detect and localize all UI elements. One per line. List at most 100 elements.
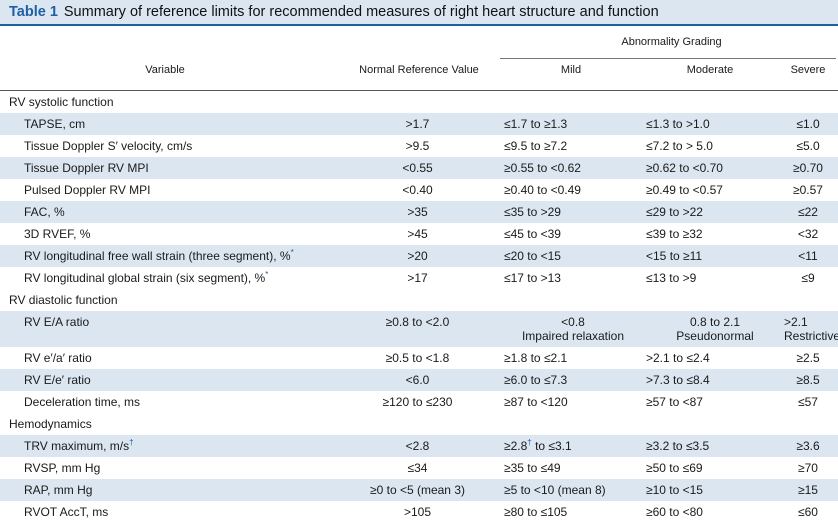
cell-mild: ≤35 to >29	[504, 205, 561, 219]
moderate-label: Pseudonormal	[676, 329, 754, 343]
cell-normal: >105	[403, 505, 432, 519]
footnote-marker: *	[265, 270, 269, 279]
table-title-bar: Table 1 Summary of reference limits for …	[0, 0, 838, 26]
moderate-value: 0.8 to 2.1	[689, 315, 741, 329]
cell-variable: RV E/e′ ratio	[24, 373, 91, 387]
mild-value-rest: to ≤3.1	[531, 439, 572, 453]
cell-normal: >35	[407, 205, 428, 219]
cell-severe: ≥8.5	[796, 373, 820, 387]
cell-normal: <0.40	[402, 183, 433, 197]
cell-moderate: ≤7.2 to > 5.0	[646, 139, 713, 153]
cell-mild: ≤9.5 to ≥7.2	[504, 139, 568, 153]
cell-normal: ≥0.5 to <1.8	[385, 351, 450, 365]
cell-variable: RVSP, mm Hg	[24, 461, 101, 475]
variable-text: RV longitudinal free wall strain (three …	[24, 249, 291, 263]
table-row: RVOT AccT, ms >105 ≥80 to ≤105 ≥60 to <8…	[0, 501, 838, 523]
cell-mild: ≥0.40 to <0.49	[504, 183, 581, 197]
table-row: RV e′/a′ ratio ≥0.5 to <1.8 ≥1.8 to ≤2.1…	[0, 347, 838, 369]
cell-severe: ≤60	[798, 505, 818, 519]
cell-moderate: <15 to ≥11	[646, 249, 703, 263]
cell-variable: Pulsed Doppler RV MPI	[24, 183, 151, 197]
cell-variable: RV longitudinal free wall strain (three …	[24, 248, 294, 264]
cell-moderate: >2.1 to ≤2.4	[646, 351, 710, 365]
header-variable: Variable	[145, 64, 185, 76]
cell-moderate: 0.8 to 2.1 Pseudonormal	[642, 315, 784, 343]
cell-severe: ≥0.57	[793, 183, 823, 197]
cell-variable: RVOT AccT, ms	[24, 505, 109, 519]
cell-variable: RV E/A ratio	[24, 315, 90, 329]
cell-variable: FAC, %	[24, 205, 65, 219]
cell-moderate: ≥57 to <87	[646, 395, 703, 409]
header-normal-reference: Normal Reference Value	[359, 64, 479, 76]
cell-variable: RV longitudinal global strain (six segme…	[24, 270, 269, 286]
table-row: RV longitudinal free wall strain (three …	[0, 245, 838, 267]
cell-severe: <32	[797, 227, 819, 241]
severe-label: Restrictive	[784, 329, 838, 343]
variable-text: RV longitudinal global strain (six segme…	[24, 271, 266, 285]
cell-normal: ≥120 to ≤230	[382, 395, 453, 409]
cell-mild: ≤17 to >13	[504, 271, 561, 285]
table-header: Variable Normal Reference Value Abnormal…	[0, 26, 838, 91]
mild-value: ≥2.8	[504, 439, 528, 453]
cell-normal: <2.8	[405, 439, 430, 453]
cell-mild: ≥87 to <120	[504, 395, 568, 409]
cell-mild: ≤45 to <39	[504, 227, 561, 241]
table-row: RAP, mm Hg ≥0 to <5 (mean 3) ≥5 to <10 (…	[0, 479, 838, 501]
cell-mild: ≥5 to <10 (mean 8)	[504, 483, 606, 497]
footnote-marker: *	[290, 248, 294, 257]
cell-variable: Tissue Doppler RV MPI	[24, 161, 149, 175]
cell-moderate: ≤1.3 to >1.0	[646, 117, 710, 131]
cell-normal: ≥0 to <5 (mean 3)	[370, 483, 465, 497]
cell-moderate: ≥10 to <15	[646, 483, 703, 497]
cell-severe: ≤1.0	[796, 117, 820, 131]
table-row: RV longitudinal global strain (six segme…	[0, 267, 838, 289]
cell-severe: ≥2.5	[796, 351, 820, 365]
cell-mild: ≥0.55 to <0.62	[504, 161, 581, 175]
table-row: RVSP, mm Hg ≤34 ≥35 to ≤49 ≥50 to ≤69 ≥7…	[0, 457, 838, 479]
table-row: Deceleration time, ms ≥120 to ≤230 ≥87 t…	[0, 391, 838, 413]
section-hemodynamics: Hemodynamics	[0, 413, 838, 435]
cell-severe: ≥70	[798, 461, 818, 475]
cell-severe: ≥15	[798, 483, 818, 497]
cell-variable: RV e′/a′ ratio	[24, 351, 92, 365]
cell-normal: >20	[407, 249, 428, 263]
section-title: RV systolic function	[9, 95, 114, 109]
table-row: Tissue Doppler S′ velocity, cm/s >9.5 ≤9…	[0, 135, 838, 157]
cell-normal: ≤34	[407, 461, 428, 475]
cell-severe: ≤57	[798, 395, 818, 409]
cell-moderate: >7.3 to ≤8.4	[646, 373, 710, 387]
cell-variable: 3D RVEF, %	[24, 227, 91, 241]
cell-variable: RAP, mm Hg	[24, 483, 93, 497]
footnote-marker: †	[527, 438, 532, 447]
section-title: RV diastolic function	[9, 293, 118, 307]
cell-normal: ≥0.8 to <2.0	[385, 315, 450, 329]
cell-normal: >9.5	[405, 139, 430, 153]
cell-moderate: ≥0.49 to <0.57	[646, 183, 723, 197]
cell-mild: ≥6.0 to ≤7.3	[504, 373, 568, 387]
cell-variable: TRV maximum, m/s†	[24, 438, 134, 454]
table-row: FAC, % >35 ≤35 to >29 ≤29 to >22 ≤22	[0, 201, 838, 223]
cell-mild: ≥2.8† to ≤3.1	[502, 438, 642, 454]
cell-moderate: ≥3.2 to ≤3.5	[646, 439, 710, 453]
table-row: 3D RVEF, % >45 ≤45 to <39 ≤39 to ≥32 <32	[0, 223, 838, 245]
cell-moderate: ≥50 to ≤69	[646, 461, 703, 475]
variable-text: TRV maximum, m/s	[24, 439, 130, 453]
cell-mild: ≥35 to ≤49	[504, 461, 561, 475]
footnote-marker: †	[129, 438, 134, 447]
header-moderate: Moderate	[686, 64, 734, 76]
cell-mild: ≥80 to ≤105	[504, 505, 568, 519]
table-number: Table 1	[9, 4, 58, 20]
cell-variable: Tissue Doppler S′ velocity, cm/s	[24, 139, 193, 153]
cell-normal: >1.7	[405, 117, 430, 131]
cell-severe: ≤9	[801, 271, 815, 285]
cell-variable: TAPSE, cm	[24, 117, 86, 131]
header-group-rule	[500, 58, 836, 59]
cell-moderate: ≥0.62 to <0.70	[646, 161, 723, 175]
cell-moderate: ≤13 to >9	[646, 271, 697, 285]
cell-normal: <6.0	[405, 373, 430, 387]
cell-severe: ≤5.0	[796, 139, 820, 153]
cell-mild: ≤20 to <15	[504, 249, 561, 263]
table-row: Pulsed Doppler RV MPI <0.40 ≥0.40 to <0.…	[0, 179, 838, 201]
table-row: RV E/e′ ratio <6.0 ≥6.0 to ≤7.3 >7.3 to …	[0, 369, 838, 391]
cell-normal: >17	[407, 271, 428, 285]
